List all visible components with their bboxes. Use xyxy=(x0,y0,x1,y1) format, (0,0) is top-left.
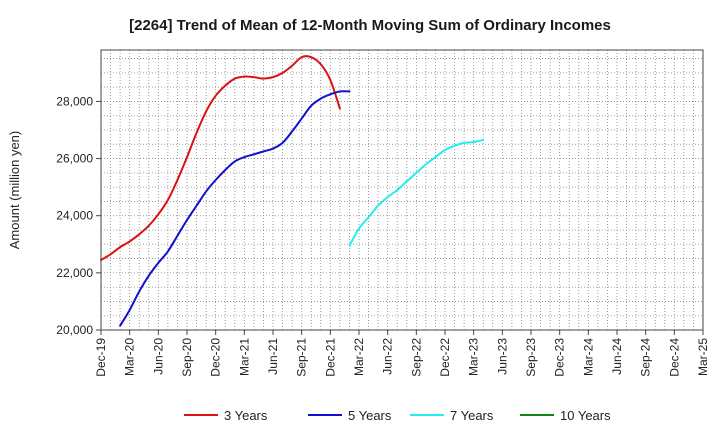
x-tick-label: Dec-22 xyxy=(438,338,452,377)
x-tick-label: Mar-23 xyxy=(467,338,481,376)
x-tick-label: Jun-21 xyxy=(266,338,280,375)
x-tick-label: Sep-21 xyxy=(295,338,309,377)
series-lines xyxy=(100,55,485,327)
x-tick-label: Mar-21 xyxy=(237,338,251,376)
y-tick-label: 28,000 xyxy=(56,94,93,108)
x-tick-label: Sep-20 xyxy=(180,338,194,377)
x-tick-label: Jun-24 xyxy=(610,338,624,375)
x-tick-label: Jun-22 xyxy=(381,338,395,375)
series-line-5-years xyxy=(119,90,351,327)
horizontal-gridlines xyxy=(101,58,703,317)
legend-label-7-years: 7 Years xyxy=(450,408,494,423)
y-tick-label: 24,000 xyxy=(56,209,93,223)
chart-title: [2264] Trend of Mean of 12-Month Moving … xyxy=(129,17,611,34)
x-tick-label: Dec-23 xyxy=(553,338,567,377)
series-line-3-years xyxy=(100,55,341,261)
x-tick-label: Sep-24 xyxy=(639,338,653,377)
x-tick-label: Mar-20 xyxy=(123,338,137,376)
legend-label-5-years: 5 Years xyxy=(348,408,392,423)
x-tick-label: Dec-19 xyxy=(94,338,108,377)
x-tick-label: Sep-22 xyxy=(409,338,423,377)
x-tick-label: Dec-24 xyxy=(667,338,681,377)
x-tick-label: Mar-24 xyxy=(581,338,595,376)
plot-frame xyxy=(100,49,704,331)
y-tick-label: 26,000 xyxy=(56,152,93,166)
series-line-7-years xyxy=(348,139,485,247)
y-axis-ticks: 20,000 22,000 24,000 26,000 28,000 xyxy=(56,94,101,337)
x-tick-label: Jun-20 xyxy=(151,338,165,375)
x-tick-label: Mar-25 xyxy=(696,338,710,376)
legend-label-3-years: 3 Years xyxy=(224,408,268,423)
y-tick-label: 20,000 xyxy=(56,323,93,337)
x-tick-label: Sep-23 xyxy=(524,338,538,377)
plot-area xyxy=(101,50,703,330)
x-tick-label: Dec-21 xyxy=(323,338,337,377)
legend: 3 Years 5 Years 7 Years 10 Years xyxy=(184,408,611,423)
x-axis-ticks: Dec-19 Mar-20 Jun-20 Sep-20 Dec-20 Mar-21 Jun-… xyxy=(94,330,710,377)
y-tick-label: 22,000 xyxy=(56,266,93,280)
x-tick-label: Mar-22 xyxy=(352,338,366,376)
x-tick-label: Dec-20 xyxy=(209,338,223,377)
legend-label-10-years: 10 Years xyxy=(560,408,611,423)
x-tick-label: Jun-23 xyxy=(495,338,509,375)
y-axis-label: Amount (million yen) xyxy=(7,131,22,250)
